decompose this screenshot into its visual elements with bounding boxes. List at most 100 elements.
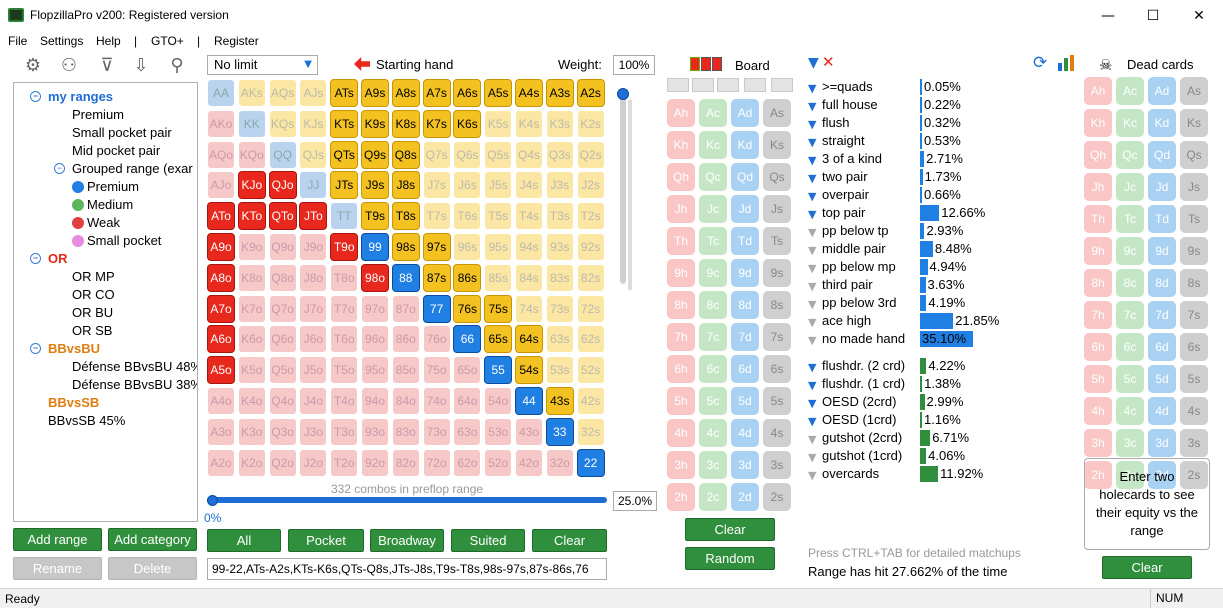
hand-cell-T6o[interactable]: T6o	[330, 325, 359, 354]
hand-cell-33[interactable]: 33	[545, 417, 574, 446]
hand-cell-Q5s[interactable]: Q5s	[484, 140, 513, 169]
dead-card-6c[interactable]: 6c	[1116, 333, 1144, 361]
hand-cell-T7o[interactable]: T7o	[330, 294, 359, 323]
hand-cell-Q4s[interactable]: Q4s	[515, 140, 543, 169]
dead-card-Td[interactable]: Td	[1148, 205, 1176, 233]
tree-item-defense-38[interactable]: Défense BBvsBU 38%	[72, 377, 198, 392]
board-card-Js[interactable]: Js	[763, 195, 791, 223]
dead-card-Th[interactable]: Th	[1084, 205, 1112, 233]
hand-cell-95s[interactable]: 95s	[484, 233, 513, 261]
hand-cell-73o[interactable]: 73o	[422, 417, 451, 446]
hand-cell-97s[interactable]: 97s	[422, 233, 451, 261]
arrow-left-icon[interactable]	[354, 57, 370, 71]
hand-cell-J5s[interactable]: J5s	[484, 171, 513, 200]
dead-card-5h[interactable]: 5h	[1084, 365, 1112, 393]
hand-cell-K3o[interactable]: K3o	[237, 417, 266, 446]
hand-cell-T3s[interactable]: T3s	[545, 202, 574, 231]
filter-icon[interactable]: ▼	[808, 469, 817, 482]
percentage-input[interactable]: 25.0%	[613, 491, 657, 511]
board-card-Kc[interactable]: Kc	[699, 131, 727, 159]
hand-cell-T8s[interactable]: T8s	[391, 202, 420, 231]
hand-cell-J9o[interactable]: J9o	[299, 233, 328, 261]
dead-card-7h[interactable]: 7h	[1084, 301, 1112, 329]
hand-cell-92o[interactable]: 92o	[361, 448, 389, 477]
dead-card-Qh[interactable]: Qh	[1084, 141, 1112, 169]
hand-cell-Q9s[interactable]: Q9s	[361, 140, 389, 169]
hand-cell-T6s[interactable]: T6s	[453, 202, 482, 231]
board-card-8c[interactable]: 8c	[699, 291, 727, 319]
dead-card-Qs[interactable]: Qs	[1180, 141, 1208, 169]
stat-row-label[interactable]: ▼ flushdr. (1 crd)	[808, 375, 905, 393]
board-card-Kh[interactable]: Kh	[667, 131, 695, 159]
range-text-input[interactable]: 99-22,ATs-A2s,KTs-K6s,QTs-Q8s,JTs-J8s,T9…	[207, 558, 607, 580]
hand-cell-72o[interactable]: 72o	[422, 448, 451, 477]
filter-icon[interactable]: ▼	[808, 433, 817, 446]
hand-cell-K6o[interactable]: K6o	[237, 325, 266, 354]
stat-row-label[interactable]: ▼ overpair	[808, 186, 869, 204]
hand-cell-KJs[interactable]: KJs	[299, 109, 328, 138]
dead-card-Kh[interactable]: Kh	[1084, 109, 1112, 137]
board-card-8d[interactable]: 8d	[731, 291, 759, 319]
filter-icon[interactable]: ▼	[808, 334, 817, 347]
hand-cell-A8o[interactable]: A8o	[207, 263, 235, 292]
filter-icon[interactable]: ▼	[808, 379, 817, 392]
hand-cell-63o[interactable]: 63o	[453, 417, 482, 446]
hand-cell-94o[interactable]: 94o	[361, 387, 389, 415]
stat-row-label[interactable]: ▼ third pair	[808, 276, 873, 294]
tree-group-bbvsbu[interactable]: − BBvsBU	[30, 340, 100, 358]
board-card-3d[interactable]: 3d	[731, 451, 759, 479]
hand-cell-87s[interactable]: 87s	[422, 263, 451, 292]
dead-card-Ad[interactable]: Ad	[1148, 77, 1176, 105]
rename-button[interactable]: Rename	[13, 557, 102, 580]
hand-cell-64s[interactable]: 64s	[515, 325, 543, 354]
board-card-6d[interactable]: 6d	[731, 355, 759, 383]
hand-cell-Q8o[interactable]: Q8o	[268, 263, 297, 292]
dead-card-9s[interactable]: 9s	[1180, 237, 1208, 265]
clear-dead-button[interactable]: Clear	[1102, 556, 1192, 579]
hand-cell-A7s[interactable]: A7s	[422, 79, 451, 107]
hand-cell-43s[interactable]: 43s	[545, 387, 574, 415]
hand-cell-77[interactable]: 77	[422, 294, 451, 323]
hand-cell-T5s[interactable]: T5s	[484, 202, 513, 231]
tree-item-grouped-range[interactable]: − Grouped range (exar	[54, 160, 193, 178]
dead-card-Jc[interactable]: Jc	[1116, 173, 1144, 201]
filter-icon[interactable]: ▼	[808, 397, 817, 410]
board-card-3s[interactable]: 3s	[763, 451, 791, 479]
hand-cell-KJo[interactable]: KJo	[237, 171, 266, 200]
filter-icon[interactable]: ▼	[808, 136, 817, 149]
board-card-6s[interactable]: 6s	[763, 355, 791, 383]
board-card-5c[interactable]: 5c	[699, 387, 727, 415]
board-card-Jd[interactable]: Jd	[731, 195, 759, 223]
board-card-2s[interactable]: 2s	[763, 483, 791, 511]
hand-cell-AJs[interactable]: AJs	[299, 79, 328, 107]
hand-cell-AKs[interactable]: AKs	[237, 79, 266, 107]
board-card-Ac[interactable]: Ac	[699, 99, 727, 127]
hand-cell-K3s[interactable]: K3s	[545, 109, 574, 138]
dead-card-9h[interactable]: 9h	[1084, 237, 1112, 265]
maximize-button[interactable]: ☐	[1146, 7, 1160, 24]
hand-cell-J3o[interactable]: J3o	[299, 417, 328, 446]
tree-item-group-medium[interactable]: Medium	[72, 196, 133, 214]
collapse-icon[interactable]: −	[30, 343, 41, 354]
hand-cell-QTo[interactable]: QTo	[268, 202, 297, 231]
menu-register[interactable]: Register	[214, 34, 259, 48]
hand-cell-K7o[interactable]: K7o	[237, 294, 266, 323]
hand-cell-K5o[interactable]: K5o	[237, 356, 266, 385]
dead-card-3s[interactable]: 3s	[1180, 429, 1208, 457]
hand-cell-K8o[interactable]: K8o	[237, 263, 266, 292]
dead-card-3c[interactable]: 3c	[1116, 429, 1144, 457]
dead-card-2d[interactable]: 2d	[1148, 461, 1176, 489]
hand-cell-K5s[interactable]: K5s	[484, 109, 513, 138]
hand-cell-Q2s[interactable]: Q2s	[576, 140, 605, 169]
hand-cell-T9s[interactable]: T9s	[361, 202, 389, 231]
board-slot-5[interactable]	[771, 78, 793, 92]
hand-cell-42s[interactable]: 42s	[576, 387, 605, 415]
broadway-button[interactable]: Broadway	[370, 529, 444, 552]
dead-card-6h[interactable]: 6h	[1084, 333, 1112, 361]
board-slot-2[interactable]	[692, 78, 714, 92]
hand-cell-A5o[interactable]: A5o	[207, 356, 235, 385]
hand-cell-K7s[interactable]: K7s	[422, 109, 451, 138]
dead-card-Qc[interactable]: Qc	[1116, 141, 1144, 169]
tree-item-premium[interactable]: Premium	[72, 107, 125, 122]
board-card-8s[interactable]: 8s	[763, 291, 791, 319]
